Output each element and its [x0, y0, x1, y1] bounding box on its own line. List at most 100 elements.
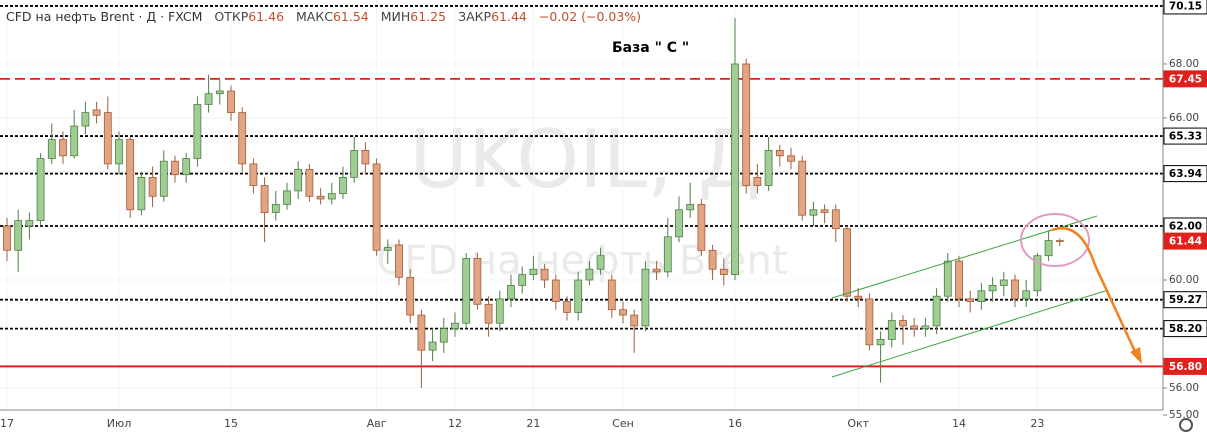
- candle-body: [484, 303, 493, 324]
- candle-body: [1033, 255, 1042, 292]
- candles: [3, 18, 1064, 388]
- candle-body: [921, 325, 930, 329]
- level-label: 70.15: [1169, 0, 1202, 12]
- level-label: 56.80: [1169, 361, 1202, 373]
- candle-body: [854, 295, 863, 300]
- candle-body: [977, 290, 986, 302]
- candle-body: [81, 112, 90, 127]
- candle-body: [327, 193, 336, 200]
- candle-body: [899, 320, 907, 327]
- x-tick-label: Июл: [107, 417, 132, 430]
- candle-body: [148, 176, 157, 197]
- channel-lower: [831, 289, 1109, 378]
- candle-body: [775, 149, 784, 157]
- candle-body: [126, 139, 135, 211]
- candle-body: [641, 268, 650, 327]
- level-label: 65.33: [1169, 131, 1202, 143]
- candle-body: [495, 298, 504, 324]
- x-tick-label: 12: [448, 417, 462, 430]
- candle-body: [943, 260, 952, 297]
- close-value: 61.44: [491, 9, 527, 24]
- candle-body: [876, 338, 885, 346]
- candle-body: [350, 149, 359, 178]
- candle-body: [249, 163, 258, 186]
- level-box: [1163, 291, 1207, 309]
- candle-body: [115, 139, 123, 165]
- level-label: 63.94: [1169, 168, 1202, 180]
- candle-body: [708, 249, 717, 270]
- candle-body: [395, 244, 403, 278]
- level-box: [1163, 320, 1207, 338]
- open-label: ОТКР: [214, 9, 249, 24]
- candle-body: [383, 247, 392, 251]
- x-tick-label: Окт: [847, 417, 869, 430]
- candle-body: [798, 160, 807, 216]
- candle-body: [831, 209, 840, 230]
- candle-body: [865, 298, 874, 346]
- candle-body: [742, 63, 751, 186]
- candle-body: [260, 185, 269, 213]
- candle-body: [551, 279, 560, 302]
- candle-body: [585, 268, 594, 281]
- open-value: 61.46: [248, 9, 285, 24]
- level-box: [1163, 165, 1207, 183]
- candle-body: [238, 112, 247, 165]
- candle-body: [843, 228, 851, 297]
- level-label: 58.20: [1169, 323, 1202, 335]
- x-tick-label: 15: [224, 417, 238, 430]
- candle-body: [36, 158, 45, 221]
- candle-body: [1011, 279, 1019, 300]
- candle-body: [955, 260, 963, 300]
- level-box: [1163, 70, 1207, 88]
- candle-body: [473, 257, 482, 305]
- candle-body: [1044, 240, 1053, 257]
- candle-body: [820, 209, 829, 213]
- candle-body: [697, 203, 706, 251]
- candle-body: [92, 109, 101, 116]
- symbol-title: CFD на нефть Brent · Д · FXCM: [6, 9, 203, 24]
- highlight-ellipse: [1020, 213, 1090, 267]
- candle-body: [652, 268, 661, 273]
- y-tick-label: 60.00: [1169, 274, 1199, 286]
- candle-body: [294, 168, 303, 192]
- candle-body: [731, 63, 739, 275]
- arrow-head: [1130, 347, 1142, 364]
- grid: [0, 0, 1163, 416]
- candle-body: [406, 276, 415, 316]
- candle-body: [809, 209, 818, 216]
- candle-body: [417, 314, 426, 351]
- last-price-box: [1163, 232, 1207, 250]
- candle-body: [462, 257, 471, 324]
- x-tick-label: 21: [526, 417, 540, 430]
- candle-body: [14, 220, 23, 251]
- candle-body: [518, 274, 527, 286]
- last-price-label: 61.44: [1169, 236, 1202, 248]
- level-box: [1163, 0, 1207, 15]
- candle-body: [103, 112, 112, 165]
- watermark-symbol: UKOIL, Д: [409, 113, 760, 206]
- y-tick-label: 68.00: [1169, 58, 1199, 70]
- candle-body: [910, 325, 919, 329]
- y-tick-label: 66.00: [1169, 112, 1199, 124]
- candle-body: [719, 268, 728, 275]
- candle-body: [607, 279, 616, 311]
- high-value: 61.54: [332, 9, 369, 24]
- candle-body: [932, 295, 941, 327]
- candle-body: [159, 160, 168, 197]
- x-tick-label: Авг: [367, 417, 387, 430]
- candle-body: [182, 158, 191, 176]
- candle-body: [630, 314, 639, 327]
- candle-body: [663, 236, 672, 273]
- annotation: База " С ": [612, 40, 689, 56]
- x-tick-label: Сен: [612, 417, 634, 430]
- candle-body: [619, 309, 627, 316]
- settings-icon[interactable]: [1179, 418, 1193, 432]
- candle-body: [215, 90, 224, 95]
- low-label: МИН: [380, 9, 411, 24]
- candle-body: [753, 176, 762, 186]
- low-value: 61.25: [410, 9, 447, 24]
- candle-body: [70, 125, 79, 157]
- candle-body: [361, 149, 370, 165]
- change: −0.02 (−0.03%): [538, 9, 642, 24]
